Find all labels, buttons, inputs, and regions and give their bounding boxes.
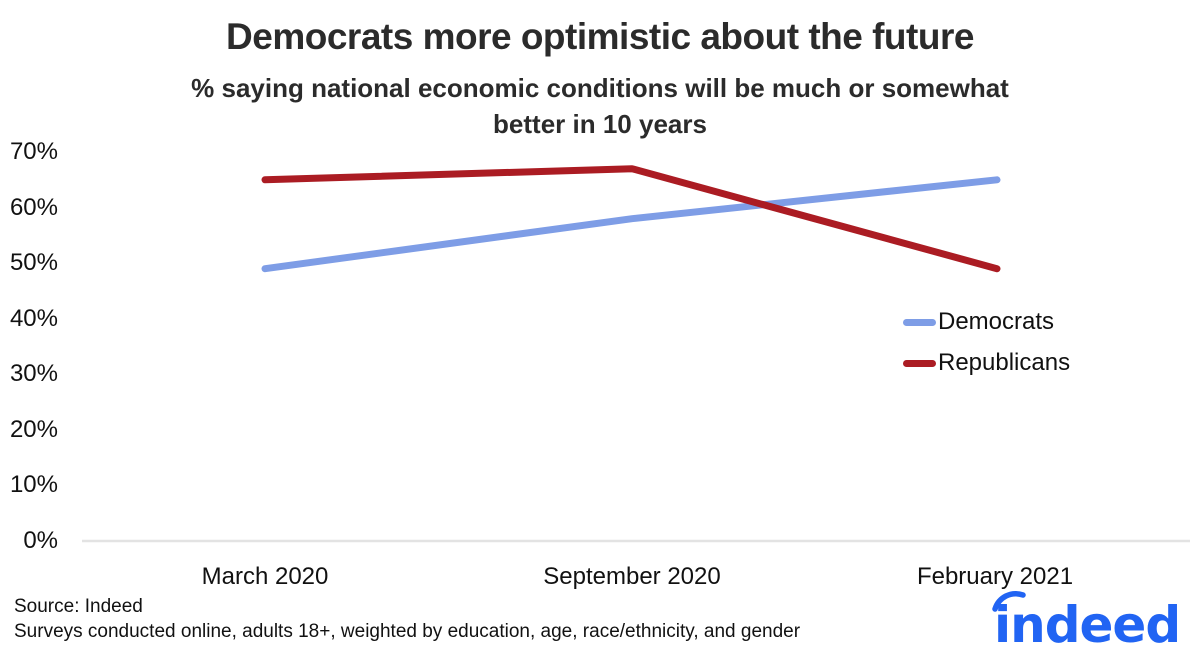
legend: Democrats Republicans — [903, 308, 1070, 390]
y-axis-tick-label-60: 60% — [9, 194, 58, 221]
indeed-logo: indeed — [992, 591, 1181, 650]
republicans-line-swatch-icon — [903, 359, 936, 367]
chart-subtitle-line-2: better in 10 years — [493, 109, 707, 139]
y-axis-tick-label-50: 50% — [9, 249, 58, 276]
x-axis-label-february-2021: February 2021 — [916, 563, 1074, 590]
y-axis-tick-label-40: 40% — [9, 305, 58, 332]
chart-subtitle: % saying national economic conditions wi… — [0, 70, 1200, 142]
y-axis-tick-label-30: 30% — [9, 360, 58, 387]
methodology-note: Surveys conducted online, adults 18+, we… — [14, 621, 801, 642]
legend-item-republicans: Republicans — [903, 349, 1070, 377]
chart-subtitle-line-1: % saying national economic conditions wi… — [191, 73, 1009, 103]
y-axis-tick-label-0: 0% — [23, 527, 58, 554]
legend-item-democrats: Democrats — [903, 308, 1070, 336]
y-axis-tick-label-70: 70% — [9, 138, 58, 165]
x-axis-label-march-2020: March 2020 — [201, 563, 329, 590]
democrats-line-swatch-icon — [903, 318, 936, 326]
legend-label-republicans: Republicans — [938, 349, 1071, 376]
y-axis-tick-label-10: 10% — [9, 471, 58, 498]
x-axis-label-september-2020: September 2020 — [543, 563, 721, 590]
footnotes: Source: Indeed Surveys conducted online,… — [14, 594, 800, 644]
y-axis-tick-label-20: 20% — [9, 416, 58, 443]
indeed-logo-text: indeed — [994, 596, 1180, 650]
legend-label-democrats: Democrats — [938, 308, 1055, 335]
democrats-line — [261, 176, 1001, 273]
republicans-line — [261, 165, 1001, 273]
chart-title: Democrats more optimistic about the futu… — [226, 16, 974, 57]
indeed-logo-swoosh-icon — [992, 591, 1026, 612]
source-note: Source: Indeed — [14, 596, 143, 617]
